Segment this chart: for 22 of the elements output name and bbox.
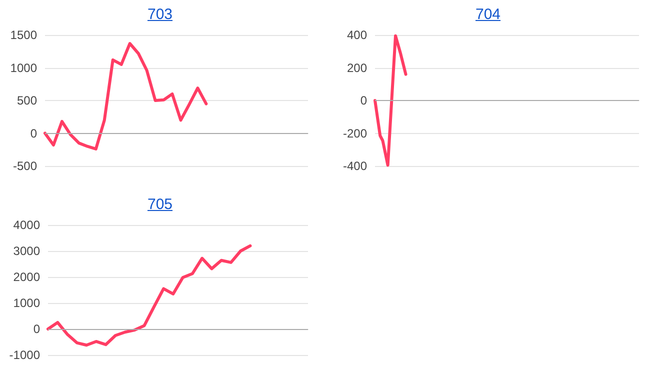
y-tick-label: 2000 bbox=[13, 270, 40, 284]
y-tick-label: 200 bbox=[346, 60, 368, 75]
line-series bbox=[46, 244, 252, 347]
y-tick-label: 500 bbox=[16, 94, 38, 108]
y-tick-label: -200 bbox=[342, 126, 368, 140]
y-tick-label: -500 bbox=[12, 159, 38, 173]
y-tick-label: 4000 bbox=[13, 218, 40, 232]
y-tick-label: 0 bbox=[360, 94, 368, 108]
y-tick-label: 1000 bbox=[13, 296, 40, 310]
chart-title: 704 bbox=[474, 6, 502, 23]
y-tick-label: 3000 bbox=[13, 244, 40, 258]
y-tick-label: 0 bbox=[30, 126, 38, 140]
chart-title: 705 bbox=[146, 196, 174, 213]
y-tick-label: 0 bbox=[33, 322, 40, 336]
y-tick-label: 1000 bbox=[10, 60, 38, 75]
line-series bbox=[44, 42, 208, 150]
y-tick-label: -400 bbox=[342, 159, 368, 173]
y-tick-label: -1000 bbox=[9, 348, 40, 362]
y-tick-label: 400 bbox=[346, 28, 368, 42]
line-series bbox=[374, 34, 408, 167]
y-tick-label: 1500 bbox=[10, 28, 38, 42]
chart-title: 703 bbox=[146, 6, 174, 23]
